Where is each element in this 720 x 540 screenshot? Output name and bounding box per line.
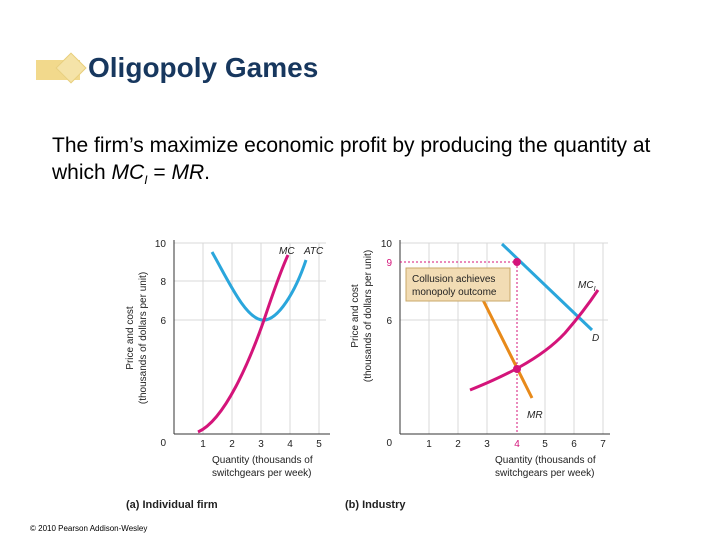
panel-a-ytick: 0 <box>160 438 166 449</box>
body-text: The firm’s maximize economic profit by p… <box>52 132 652 194</box>
panel-b-ylabel-line2: (thousands of dollars per unit) <box>363 250 374 382</box>
panel-a-xtick: 1 <box>200 439 206 450</box>
panel-b-mc-mr-intersection-point <box>513 365 521 373</box>
panel-b-xtick: 3 <box>484 439 490 450</box>
body-text-mr: MR <box>171 161 205 184</box>
panel-b-xlabel-line1: Quantity (thousands of <box>495 455 596 466</box>
panel-b-callout-line1: Collusion achieves <box>412 274 495 285</box>
panel-b-mr-curve <box>481 299 534 399</box>
panel-a-xlabel-line2: switchgears per week) <box>212 468 311 479</box>
body-text-mc: MCI <box>111 161 148 188</box>
panel-a-mc-curve <box>197 254 290 434</box>
body-mc-label: MC <box>111 161 145 184</box>
panel-b-ytick-highlight: 9 <box>386 258 392 269</box>
title-bullet-decoration <box>36 52 108 84</box>
panel-b-ytick: 6 <box>386 316 392 327</box>
panel-b-callout-line2: monopoly outcome <box>412 287 497 298</box>
panel-b-ylabel-line1: Price and cost <box>350 284 361 348</box>
panel-a-xtick: 5 <box>316 439 322 450</box>
panel-b-callout-box <box>405 267 511 302</box>
body-mc-subscript: I <box>144 173 148 188</box>
copyright-notice: © 2010 Pearson Addison-Wesley <box>30 524 148 533</box>
panel-a-xtick: 4 <box>287 439 293 450</box>
panel-b-monopoly-price-point <box>513 258 521 266</box>
panel-b-xtick: 2 <box>455 439 461 450</box>
panel-a-xtick: 3 <box>258 439 264 450</box>
panel-a-mc-label: MC <box>279 246 295 257</box>
panel-b-mci-curve <box>469 289 600 392</box>
body-text-plain: The firm’s maximize economic profit by p… <box>52 134 651 184</box>
panel-a: 10 8 6 0 1 2 3 4 5 Price and cost (thous… <box>125 239 330 511</box>
panel-a-ylabel-line1: Price and cost <box>125 306 136 370</box>
panel-b-xtick-highlight: 4 <box>514 439 520 450</box>
panel-b-xtick: 1 <box>426 439 432 450</box>
body-text-equals: = <box>147 161 172 184</box>
panel-b-xtick: 7 <box>600 439 606 450</box>
panel-a-xlabel-line1: Quantity (thousands of <box>212 455 313 466</box>
panel-b-ytick: 0 <box>386 438 392 449</box>
panel-a-atc-curve <box>210 251 308 322</box>
panel-a-caption: (a) Individual firm <box>126 499 218 511</box>
panel-b-ytick: 10 <box>381 239 393 250</box>
panel-b-caption: (b) Industry <box>345 499 406 511</box>
panel-b-xtick: 5 <box>542 439 548 450</box>
panel-a-ytick: 10 <box>155 239 167 250</box>
panel-a-ylabel-line2: (thousands of dollars per unit) <box>138 272 149 404</box>
panel-b-mr-label: MR <box>527 410 543 421</box>
slide-title: Oligopoly Games <box>88 52 319 83</box>
body-text-end: . <box>204 161 210 184</box>
panel-a-atc-label: ATC <box>303 246 324 257</box>
panel-b-xlabel-line2: switchgears per week) <box>495 468 594 479</box>
panel-b-demand-label: D <box>592 333 599 344</box>
panel-a-grid <box>174 242 326 434</box>
panel-b-mci-label: MCI <box>578 280 596 293</box>
panel-a-ytick: 6 <box>160 316 166 327</box>
panel-a-xtick: 2 <box>229 439 235 450</box>
panel-b-ylabel: Price and cost (thousands of dollars per… <box>350 250 374 382</box>
panel-a-ytick: 8 <box>160 277 166 288</box>
panel-b: 10 9 6 0 1 2 3 4 5 6 7 Price and cost (t… <box>345 239 610 511</box>
panel-b-xtick: 6 <box>571 439 577 450</box>
panel-a-ylabel: Price and cost (thousands of dollars per… <box>125 272 149 404</box>
